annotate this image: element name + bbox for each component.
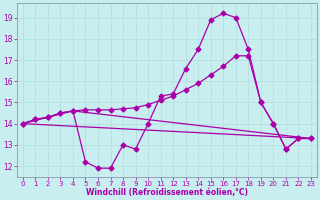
X-axis label: Windchill (Refroidissement éolien,°C): Windchill (Refroidissement éolien,°C) — [86, 188, 248, 197]
